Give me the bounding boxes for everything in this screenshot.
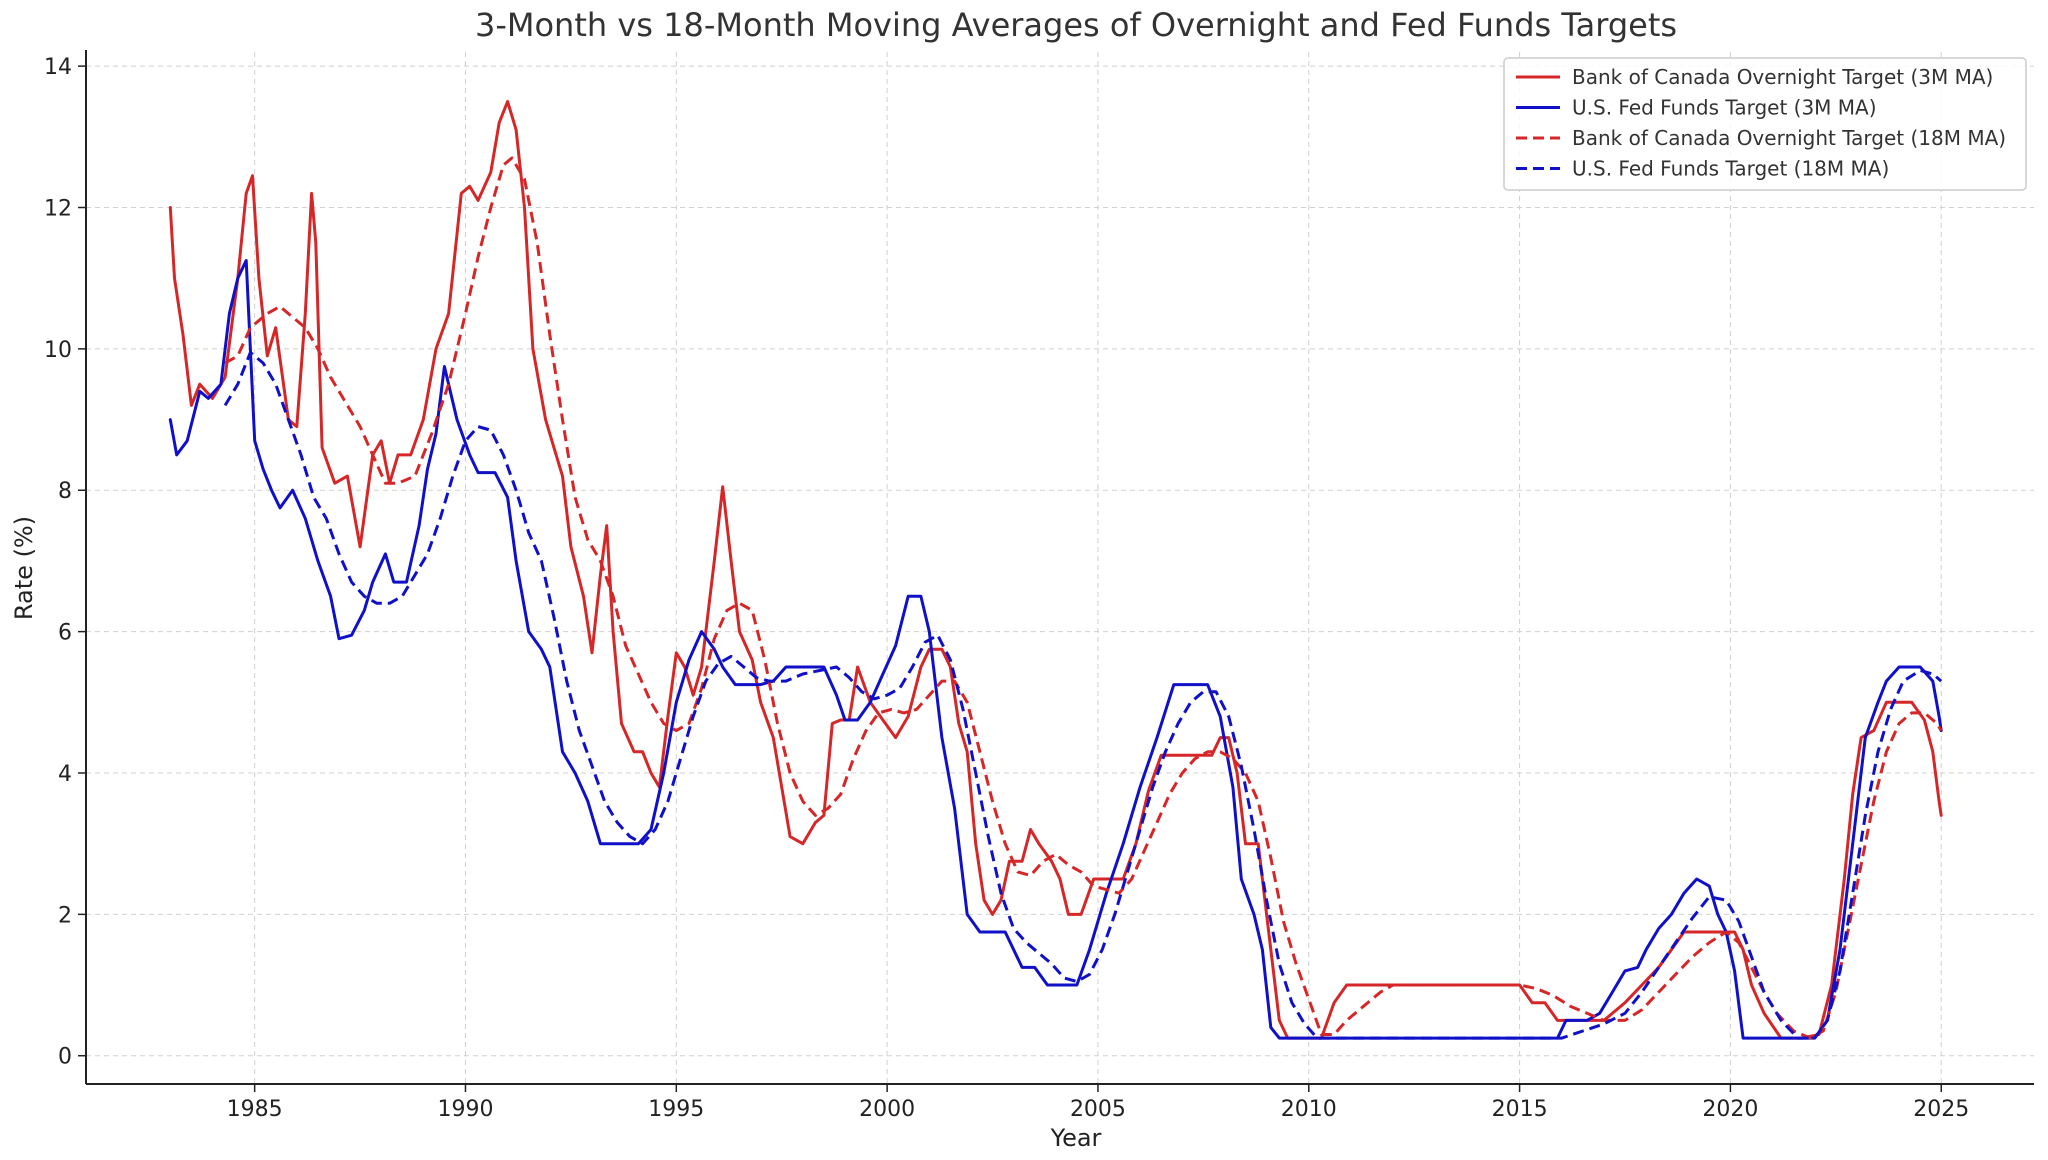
x-tick-label: 2015 <box>1492 1097 1548 1122</box>
series-line-2 <box>168 259 1943 1040</box>
legend: Bank of Canada Overnight Target (3M MA) U… <box>1503 57 2027 191</box>
chart-title: 3-Month vs 18-Month Moving Averages of O… <box>475 6 1677 44</box>
y-tick-label: 10 <box>44 338 72 363</box>
legend-entry-4: U.S. Fed Funds Target (18M MA) <box>1572 157 1889 181</box>
y-tick-label: 6 <box>58 621 72 646</box>
x-tick-label: 2005 <box>1070 1097 1126 1122</box>
y-tick-label: 12 <box>44 197 72 222</box>
x-tick-label: 1990 <box>437 1097 493 1122</box>
x-tick-label: 1995 <box>648 1097 704 1122</box>
y-tick-label: 14 <box>44 55 72 80</box>
series-layer <box>168 100 1943 1040</box>
axes <box>85 50 2034 1085</box>
series-line-3 <box>224 156 1943 1040</box>
legend-entry-1: Bank of Canada Overnight Target (3M MA) <box>1572 65 1993 89</box>
grid <box>86 52 2034 1084</box>
y-tick-label: 2 <box>58 903 72 928</box>
y-tick-label: 4 <box>58 762 72 787</box>
y-tick-label: 0 <box>58 1045 72 1070</box>
x-tick-label: 1985 <box>227 1097 283 1122</box>
x-tick-label: 2020 <box>1702 1097 1758 1122</box>
series-line-1 <box>168 100 1943 1040</box>
x-tick-label: 2025 <box>1913 1097 1969 1122</box>
y-tick-label: 8 <box>58 479 72 504</box>
series-line-4 <box>223 350 1943 1040</box>
legend-box <box>1503 57 2027 191</box>
legend-entry-3: Bank of Canada Overnight Target (18M MA) <box>1572 126 2006 150</box>
x-tick-label: 2010 <box>1281 1097 1337 1122</box>
legend-entry-2: U.S. Fed Funds Target (3M MA) <box>1572 96 1877 120</box>
x-axis-label: Year <box>1050 1124 1102 1152</box>
y-axis-label: Rate (%) <box>10 516 38 620</box>
x-tick-label: 2000 <box>859 1097 915 1122</box>
ticks: 1985 1990 1995 2000 2005 2010 2015 2020 2025 0 2 4 6… <box>44 55 1969 1122</box>
